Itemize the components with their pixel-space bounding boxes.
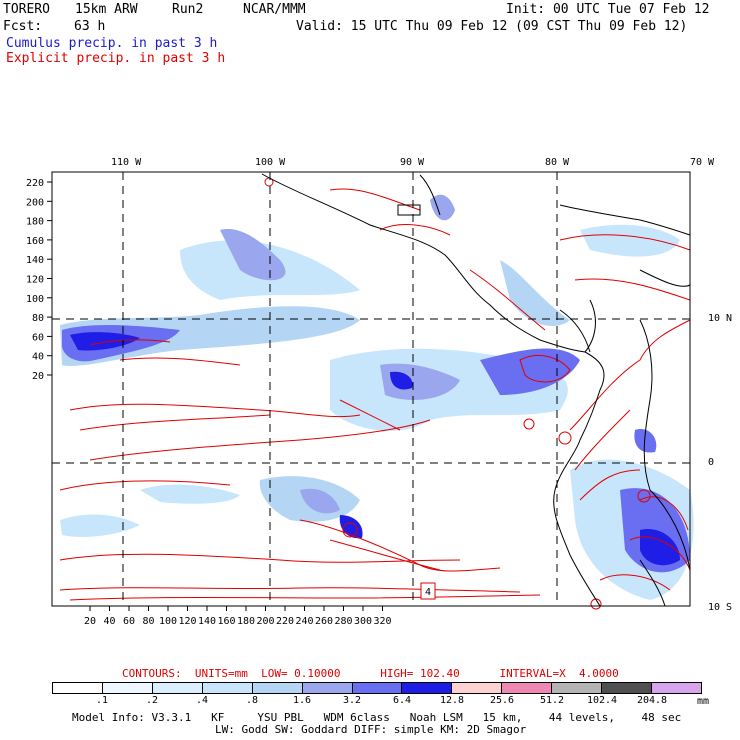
x-tick-label: 260 xyxy=(315,616,333,627)
lat-label-10s: 10 S xyxy=(708,602,733,613)
x-tick-label: 220 xyxy=(276,616,294,627)
y-tick-label: 20 xyxy=(32,371,44,382)
y-tick-label: 160 xyxy=(26,236,44,247)
lon-label-110w: 110 W xyxy=(111,157,142,168)
legend-label: .4 xyxy=(195,695,209,706)
legend-swatch xyxy=(651,682,702,694)
field-title-cumulus: Cumulus precip. in past 3 h xyxy=(6,36,218,51)
legend-label: .2 xyxy=(145,695,159,706)
y-tick-label: 40 xyxy=(32,352,44,363)
grid-lines xyxy=(52,172,690,606)
physics-info: LW: Godd SW: Goddard DIFF: simple KM: 2D… xyxy=(215,723,527,736)
legend-label: 1.6 xyxy=(292,695,312,706)
x-tick-label: 80 xyxy=(142,616,154,627)
legend-swatch xyxy=(401,682,452,694)
x-tick-label: 140 xyxy=(198,616,216,627)
model-resolution: 15km ARW xyxy=(75,2,138,17)
x-tick-label: 300 xyxy=(354,616,372,627)
legend-swatch xyxy=(601,682,652,694)
contour-info: CONTOURS: UNITS=mm LOW= 0.10000 HIGH= 10… xyxy=(122,667,619,680)
x-tick-label: 120 xyxy=(178,616,196,627)
legend-swatch xyxy=(52,682,102,694)
legend-label: 204.8 xyxy=(636,695,668,706)
y-tick-label: 80 xyxy=(32,313,44,324)
x-tick-label: 280 xyxy=(334,616,352,627)
lat-label-0: 0 xyxy=(708,457,715,468)
legend-swatch xyxy=(251,682,302,694)
y-tick-label: 100 xyxy=(26,294,44,305)
x-axis-ticks: 20 40 60 80 100 120 140 160 180 200 220 240 260 280 30… xyxy=(84,606,392,627)
x-tick-label: 240 xyxy=(295,616,313,627)
y-tick-label: 220 xyxy=(26,178,44,189)
valid-time: Valid: 15 UTC Thu 09 Feb 12 (09 CST Thu … xyxy=(296,19,688,34)
lon-label-90w: 90 W xyxy=(400,157,425,168)
legend-swatch xyxy=(551,682,602,694)
x-tick-label: 160 xyxy=(217,616,235,627)
legend-swatch xyxy=(301,682,352,694)
y-tick-label: 200 xyxy=(26,197,44,208)
x-tick-label: 60 xyxy=(123,616,135,627)
legend-swatch xyxy=(101,682,152,694)
legend-label: .1 xyxy=(95,695,109,706)
x-tick-label: 180 xyxy=(237,616,255,627)
x-tick-label: 320 xyxy=(373,616,391,627)
legend-label: 3.2 xyxy=(342,695,362,706)
legend-swatch xyxy=(451,682,502,694)
color-legend xyxy=(52,682,702,694)
y-tick-label: 140 xyxy=(26,255,44,266)
legend-label: 102.4 xyxy=(586,695,618,706)
lon-label-100w: 100 W xyxy=(255,157,286,168)
map-frame xyxy=(51,171,691,607)
lon-label-70w: 70 W xyxy=(690,157,715,168)
legend-swatch xyxy=(201,682,252,694)
forecast-hour: 63 h xyxy=(74,19,106,34)
lon-label-80w: 80 W xyxy=(545,157,570,168)
forecast-label: Fcst: xyxy=(3,19,43,34)
run-label: Run2 xyxy=(172,2,204,17)
y-axis-ticks: 220 200 180 160 140 120 100 80 60 40 20 xyxy=(26,178,52,382)
center-label: NCAR/MMM xyxy=(243,2,306,17)
legend-label: .8 xyxy=(245,695,259,706)
x-tick-label: 200 xyxy=(256,616,274,627)
model-name: TORERO xyxy=(3,2,50,17)
y-tick-label: 180 xyxy=(26,217,44,228)
model-info: Model Info: V3.3.1 KF YSU PBL WDM 6class… xyxy=(72,711,682,724)
legend-swatch xyxy=(351,682,402,694)
x-tick-label: 20 xyxy=(84,616,96,627)
inset-box xyxy=(420,582,436,600)
legend-label: 12.8 xyxy=(439,695,465,706)
init-time: Init: 00 UTC Tue 07 Feb 12 xyxy=(506,2,710,17)
y-tick-label: 60 xyxy=(32,332,44,343)
legend-swatch xyxy=(151,682,202,694)
x-tick-label: 40 xyxy=(103,616,115,627)
x-tick-label: 100 xyxy=(159,616,177,627)
field-title-explicit: Explicit precip. in past 3 h xyxy=(6,51,226,66)
lat-label-10n: 10 N xyxy=(708,313,733,324)
legend-unit: mm xyxy=(697,696,710,707)
inset-label: 4 xyxy=(425,587,431,598)
y-tick-label: 120 xyxy=(26,275,44,286)
legend-swatch xyxy=(501,682,552,694)
legend-label: 51.2 xyxy=(539,695,565,706)
legend-label: 25.6 xyxy=(489,695,515,706)
legend-label: 6.4 xyxy=(392,695,412,706)
